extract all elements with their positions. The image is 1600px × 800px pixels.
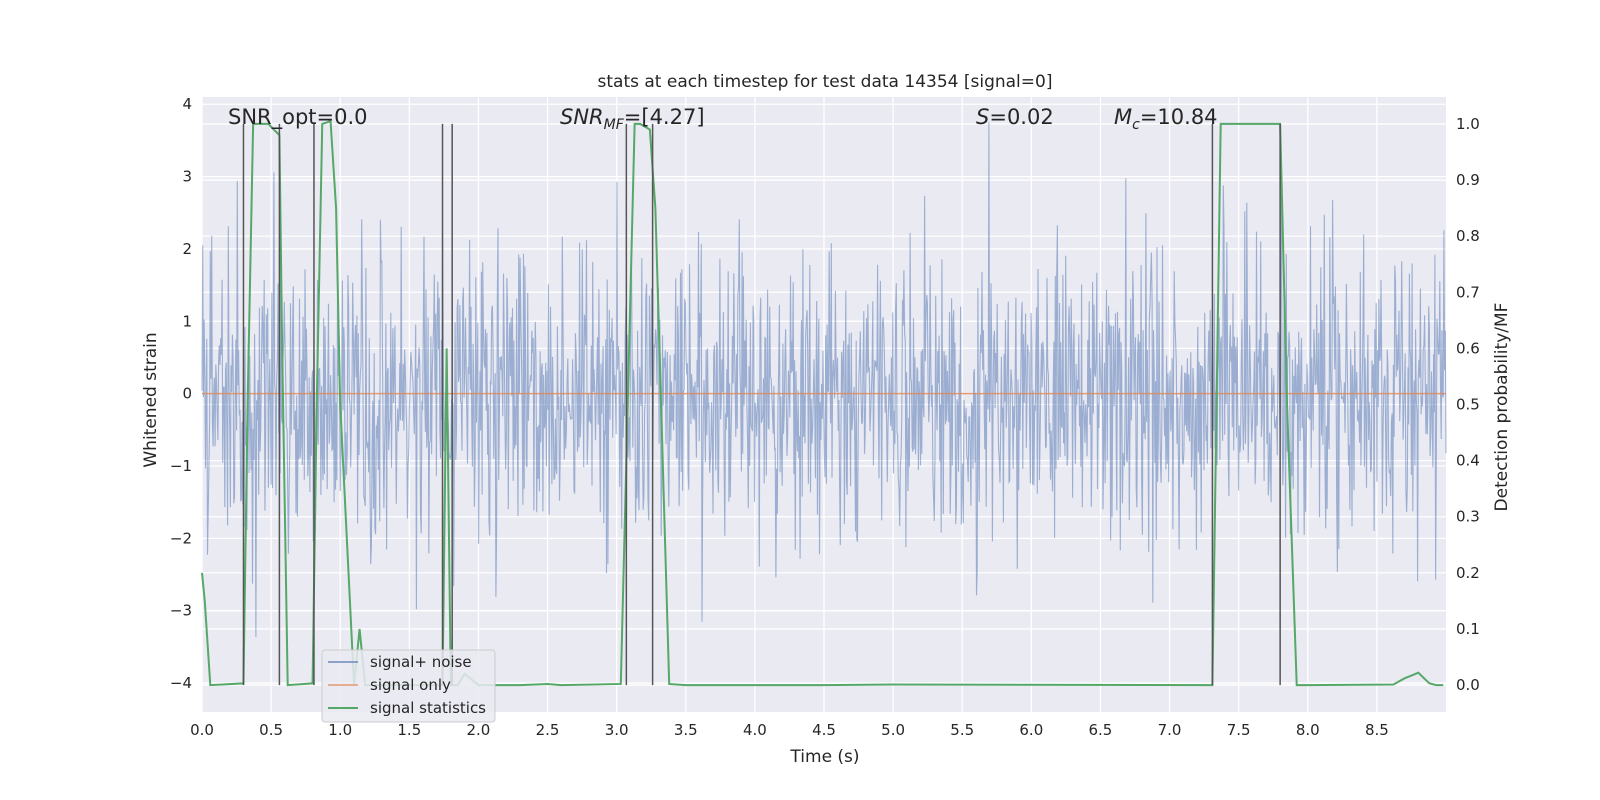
y2-axis-ticks: 0.0 0.1 0.2 0.3 0.4 0.5 0.6 0.7 0.8 0.9 1.0 [1456,115,1480,694]
snr-opt-annotation: SNR_opt=0.0 [228,105,368,130]
x-tick-11: 5.5 [950,721,974,739]
x-tick-6: 3.0 [605,721,629,739]
y2-tick-8: 0.8 [1456,227,1480,245]
x-tick-12: 6.0 [1019,721,1043,739]
x-tick-0: 0.0 [190,721,214,739]
y-tick-1: −3 [170,602,192,620]
y-tick-2: −2 [170,529,192,547]
y-tick-8: 4 [182,95,192,113]
x-tick-15: 7.5 [1227,721,1251,739]
stats-series [201,119,1444,687]
y-tick-5: 1 [182,312,192,330]
y2-tick-1: 0.1 [1456,620,1480,638]
x-tick-9: 4.5 [812,721,836,739]
noise-trace [201,122,1447,637]
s-annotation: S=0.02 [976,105,1054,129]
snr-mf-annotation: SNRMF=[4.27] [560,105,705,133]
x-tick-17: 8.5 [1365,721,1389,739]
y2-tick-2: 0.2 [1456,564,1480,582]
legend: signal+ noise signal only signal statist… [321,649,496,723]
y2-tick-3: 0.3 [1456,508,1480,526]
y-axis-ticks: −4 −3 −2 −1 0 1 2 3 4 [170,95,192,692]
detection-vertical-lines [242,123,1281,686]
y-tick-4: 0 [182,385,192,403]
stats-line [201,119,1444,687]
mc-annotation: Mc=10.84 [1114,105,1218,133]
snr-mf-sub: MF [604,117,625,133]
x-tick-16: 8.0 [1296,721,1320,739]
mc-sub: c [1132,117,1140,133]
snr-mf-base: SNR [560,105,604,129]
y2-axis-label: Detection probability/MF [1492,303,1512,512]
y-tick-3: −1 [170,457,192,475]
y-tick-7: 3 [182,168,192,186]
noise-series [201,122,1447,637]
mc-base: M [1114,105,1132,129]
legend-label-stats: signal statistics [370,699,486,717]
y2-tick-0: 0.0 [1456,676,1480,694]
x-tick-14: 7.0 [1158,721,1182,739]
y2-tick-6: 0.6 [1456,339,1480,357]
y-tick-6: 2 [182,240,192,258]
x-tick-7: 3.5 [674,721,698,739]
y2-tick-7: 0.7 [1456,283,1480,301]
y-tick-0: −4 [170,674,192,692]
y-axis-label: Whitened strain [141,332,161,467]
x-tick-10: 5.0 [881,721,905,739]
mc-value: =10.84 [1140,105,1218,129]
x-tick-2: 1.0 [328,721,352,739]
x-tick-8: 4.0 [743,721,767,739]
legend-label-noise: signal+ noise [370,653,472,671]
x-tick-3: 1.5 [397,721,421,739]
y2-tick-10: 1.0 [1456,115,1480,133]
y2-tick-4: 0.4 [1456,452,1480,470]
legend-label-signal: signal only [370,676,451,694]
s-base: S [976,105,989,129]
legend-box [321,649,496,723]
y2-tick-5: 0.5 [1456,396,1480,414]
chart-title: stats at each timestep for test data 143… [598,72,1053,92]
x-tick-4: 2.0 [467,721,491,739]
y2-tick-9: 0.9 [1456,171,1480,189]
x-axis-label: Time (s) [789,747,859,767]
x-tick-5: 2.5 [536,721,560,739]
snr-mf-value: =[4.27] [624,105,705,129]
s-value: =0.02 [989,105,1053,129]
x-tick-13: 6.5 [1089,721,1113,739]
x-axis-ticks: 0.0 0.5 1.0 1.5 2.0 2.5 3.0 3.5 4.0 4.5 5.0 5.5 6.0 6… [190,721,1389,739]
x-tick-1: 0.5 [259,721,283,739]
